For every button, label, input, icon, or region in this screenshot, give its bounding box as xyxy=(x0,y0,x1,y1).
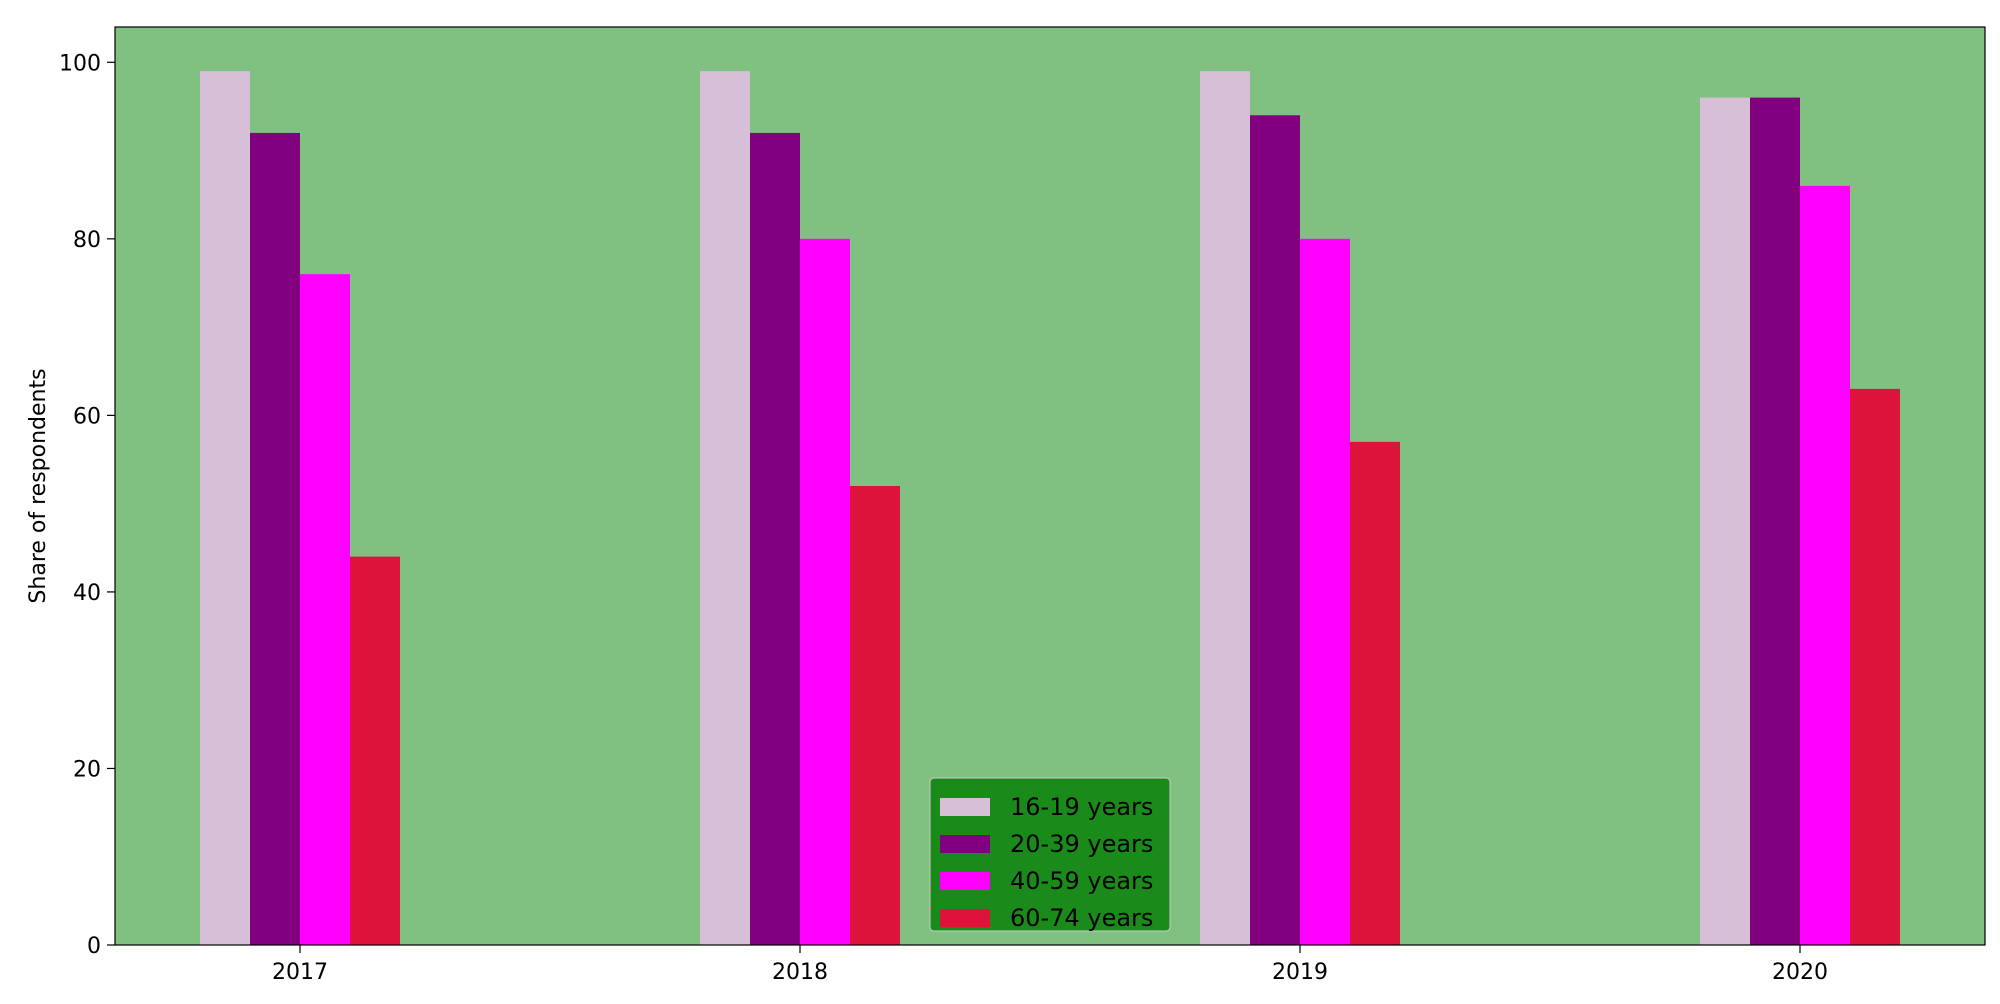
bar-2019-60-74-years xyxy=(1350,441,1400,945)
bar-2017-60-74-years xyxy=(350,556,400,945)
y-tick-label: 40 xyxy=(73,581,101,606)
legend-swatch xyxy=(940,909,990,927)
y-tick-label: 20 xyxy=(73,757,101,782)
bar-2018-16-19-years xyxy=(700,71,750,945)
bar-2017-20-39-years xyxy=(250,132,300,945)
bar-2020-16-19-years xyxy=(1700,97,1750,946)
bar-2020-20-39-years xyxy=(1750,97,1800,946)
legend-swatch xyxy=(940,835,990,853)
legend: 16-19 years 20-39 years 40-59 years 60-74 y… xyxy=(929,777,1171,932)
y-tick-label: 60 xyxy=(73,404,101,429)
legend-label: 60-74 years xyxy=(1010,904,1153,932)
legend-swatch xyxy=(940,798,990,816)
y-tick-label: 0 xyxy=(87,934,101,959)
bar-2019-20-39-years xyxy=(1250,115,1300,946)
legend-label: 40-59 years xyxy=(1010,867,1153,895)
y-tick-label: 80 xyxy=(73,228,101,253)
axes-layer: 0 20 40 60 80 100 2017 2018 2019 2020 xyxy=(59,26,1986,985)
legend-swatch xyxy=(940,872,990,890)
legend-label: 20-39 years xyxy=(1010,830,1153,858)
x-tick-label: 2018 xyxy=(772,960,828,985)
y-tick-label: 100 xyxy=(59,51,101,76)
legend-label: 16-19 years xyxy=(1010,793,1153,821)
bar-2018-40-59-years xyxy=(800,238,850,945)
y-axis-label: Share of respondents xyxy=(26,368,51,603)
x-tick-label: 2017 xyxy=(272,960,328,985)
bar-2017-16-19-years xyxy=(200,71,250,945)
x-tick-label: 2020 xyxy=(1772,960,1828,985)
legend-box xyxy=(929,777,1171,932)
bar-2018-20-39-years xyxy=(750,132,800,945)
bar-2019-40-59-years xyxy=(1300,238,1350,945)
x-tick-label: 2019 xyxy=(1272,960,1328,985)
bar-2018-60-74-years xyxy=(850,486,900,945)
bar-2020-40-59-years xyxy=(1800,185,1850,945)
bar-2020-60-74-years xyxy=(1850,388,1900,946)
plot-frame xyxy=(114,26,1986,946)
bar-2019-16-19-years xyxy=(1200,71,1250,945)
bar-2017-40-59-years xyxy=(300,274,350,946)
bars-layer xyxy=(200,71,1900,946)
